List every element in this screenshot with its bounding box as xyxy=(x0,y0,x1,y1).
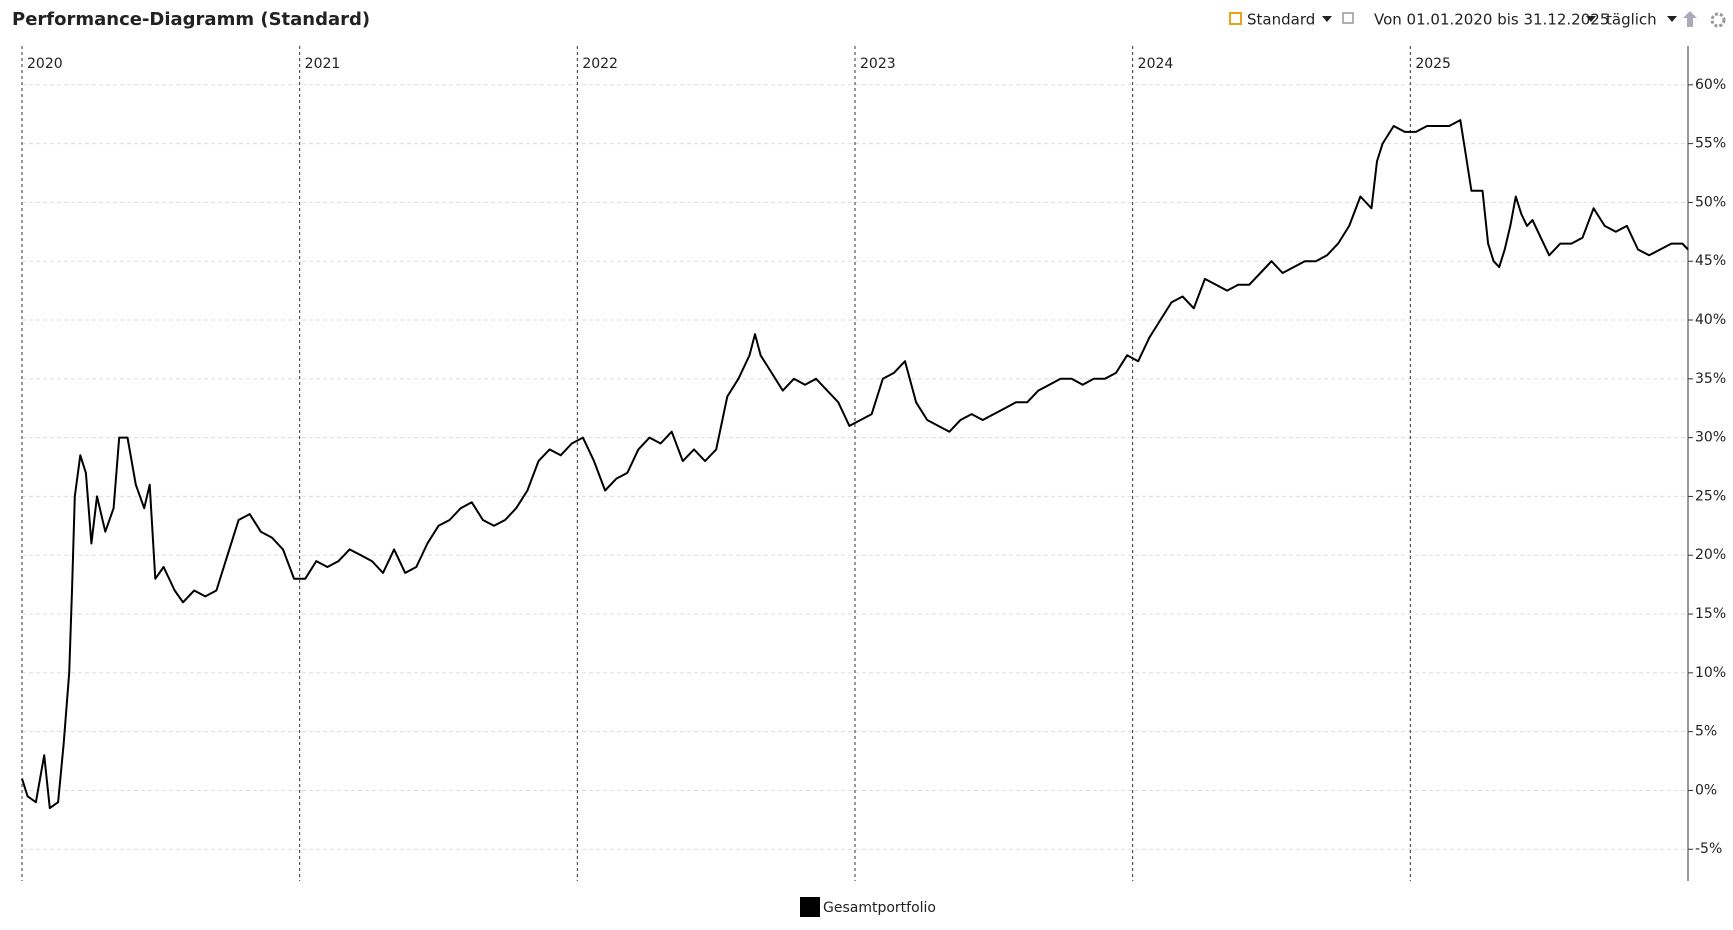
y-tick-label: -5% xyxy=(1695,841,1722,857)
x-tick-label: 2021 xyxy=(305,56,341,72)
y-tick-label: 15% xyxy=(1695,606,1726,622)
interval-select[interactable]: täglich xyxy=(1606,11,1657,29)
page-title: Performance-Diagramm (Standard) xyxy=(12,9,370,30)
y-tick-label: 25% xyxy=(1695,488,1726,504)
y-tick-label: 45% xyxy=(1695,253,1726,269)
window-icon[interactable] xyxy=(1342,12,1354,24)
y-tick-label: 30% xyxy=(1695,430,1726,446)
y-tick-label: 50% xyxy=(1695,194,1726,210)
y-tick-label: 40% xyxy=(1695,312,1726,328)
calendar-icon[interactable] xyxy=(1229,12,1242,25)
y-tick-label: 55% xyxy=(1695,136,1726,152)
x-tick-label: 2025 xyxy=(1415,56,1451,72)
x-tick-label: 2022 xyxy=(582,56,618,72)
y-tick-label: 10% xyxy=(1695,665,1726,681)
dropdown-arrow[interactable] xyxy=(1586,16,1596,22)
y-tick-label: 0% xyxy=(1695,782,1717,798)
dropdown-arrow[interactable] xyxy=(1322,16,1332,22)
y-tick-label: 35% xyxy=(1695,371,1726,387)
date-range[interactable]: Von 01.01.2020 bis 31.12.2025 xyxy=(1374,11,1609,29)
legend-label[interactable]: Gesamtportfolio xyxy=(823,900,936,916)
export-icon[interactable] xyxy=(1683,11,1697,27)
y-tick-label: 20% xyxy=(1695,547,1726,563)
x-tick-label: 2024 xyxy=(1138,56,1174,72)
view-select[interactable]: Standard xyxy=(1247,11,1315,29)
series-line xyxy=(21,119,1689,810)
x-tick-label: 2020 xyxy=(27,56,63,72)
dropdown-arrow[interactable] xyxy=(1667,16,1677,22)
settings-icon[interactable] xyxy=(1710,12,1726,28)
x-tick-label: 2023 xyxy=(860,56,896,72)
legend-swatch xyxy=(800,897,820,917)
y-tick-label: 5% xyxy=(1695,724,1717,740)
y-tick-label: 60% xyxy=(1695,77,1726,93)
